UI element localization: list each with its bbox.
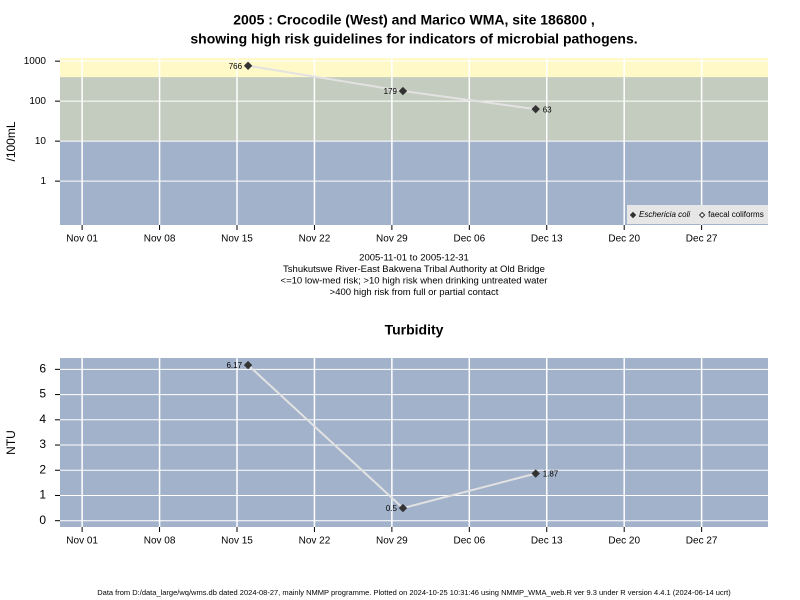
chart-title: 2005 : Crocodile (West) and Marico WMA, … — [233, 12, 595, 28]
data-label: 0.5 — [386, 504, 398, 513]
legend-marker — [629, 211, 637, 219]
risk-band — [60, 77, 768, 142]
x-tick-label: Dec 27 — [686, 536, 718, 547]
y-axis-label: NTU — [4, 430, 18, 455]
x-tick-label: Dec 20 — [608, 536, 640, 547]
footer: Data from D:/data_large/wq/wms.db dated … — [97, 588, 731, 597]
data-point — [398, 503, 408, 513]
data-point — [531, 104, 540, 114]
legend-label: Eschericia coli — [639, 210, 690, 219]
x-tick-label: Nov 22 — [299, 536, 331, 547]
caption-line: Tshukutswe River-East Bakwena Tribal Aut… — [283, 264, 545, 275]
y-tick-label: 100 — [29, 96, 46, 107]
data-label: 1.87 — [543, 470, 559, 479]
x-tick-label: Dec 06 — [453, 234, 485, 245]
y-tick-label: 6 — [39, 362, 46, 376]
x-tick-label: Nov 29 — [376, 234, 408, 245]
data-point — [243, 61, 253, 71]
x-tick-label: Nov 01 — [66, 536, 98, 547]
y-tick-label: 0 — [39, 513, 46, 527]
y-tick-label: 3 — [39, 437, 46, 451]
x-tick-label: Nov 08 — [144, 536, 176, 547]
caption-line: >400 high risk from full or partial cont… — [330, 287, 499, 298]
caption-line: 2005-11-01 to 2005-12-31 — [359, 253, 469, 264]
legend-marker — [698, 211, 706, 219]
x-tick-label: Dec 20 — [608, 234, 640, 245]
data-point — [398, 86, 408, 96]
data-label: 6.17 — [226, 361, 242, 370]
y-tick-label: 4 — [39, 412, 46, 426]
legend-label: faecal coliforms — [708, 210, 764, 219]
x-tick-label: Nov 15 — [221, 536, 253, 547]
y-tick-label: 1 — [40, 176, 46, 187]
x-tick-label: Nov 22 — [299, 234, 331, 245]
data-point — [531, 469, 540, 478]
data-label: 63 — [543, 105, 552, 114]
y-tick-label: 1 — [39, 488, 46, 502]
y-tick-label: 2 — [39, 462, 46, 476]
x-tick-label: Nov 01 — [66, 234, 98, 245]
x-tick-label: Dec 13 — [531, 234, 563, 245]
x-tick-label: Nov 08 — [144, 234, 176, 245]
x-tick-label: Nov 15 — [221, 234, 253, 245]
caption-line: <=10 low-med risk; >10 high risk when dr… — [281, 276, 548, 287]
x-tick-label: Dec 06 — [453, 536, 485, 547]
legend-box — [627, 205, 768, 224]
y-tick-label: 5 — [39, 387, 46, 401]
y-tick-label: 10 — [35, 136, 47, 147]
data-point — [243, 360, 253, 370]
y-axis-label: /100mL — [4, 121, 18, 161]
plot-background — [60, 358, 768, 527]
x-tick-label: Dec 27 — [686, 234, 718, 245]
y-tick-label: 1000 — [24, 56, 47, 67]
x-tick-label: Nov 29 — [376, 536, 408, 547]
chart-title: Turbidity — [385, 322, 444, 338]
data-label: 766 — [229, 62, 243, 71]
x-tick-label: Dec 13 — [531, 536, 563, 547]
chart-subtitle: showing high risk guidelines for indicat… — [190, 31, 637, 47]
data-label: 179 — [384, 87, 398, 96]
